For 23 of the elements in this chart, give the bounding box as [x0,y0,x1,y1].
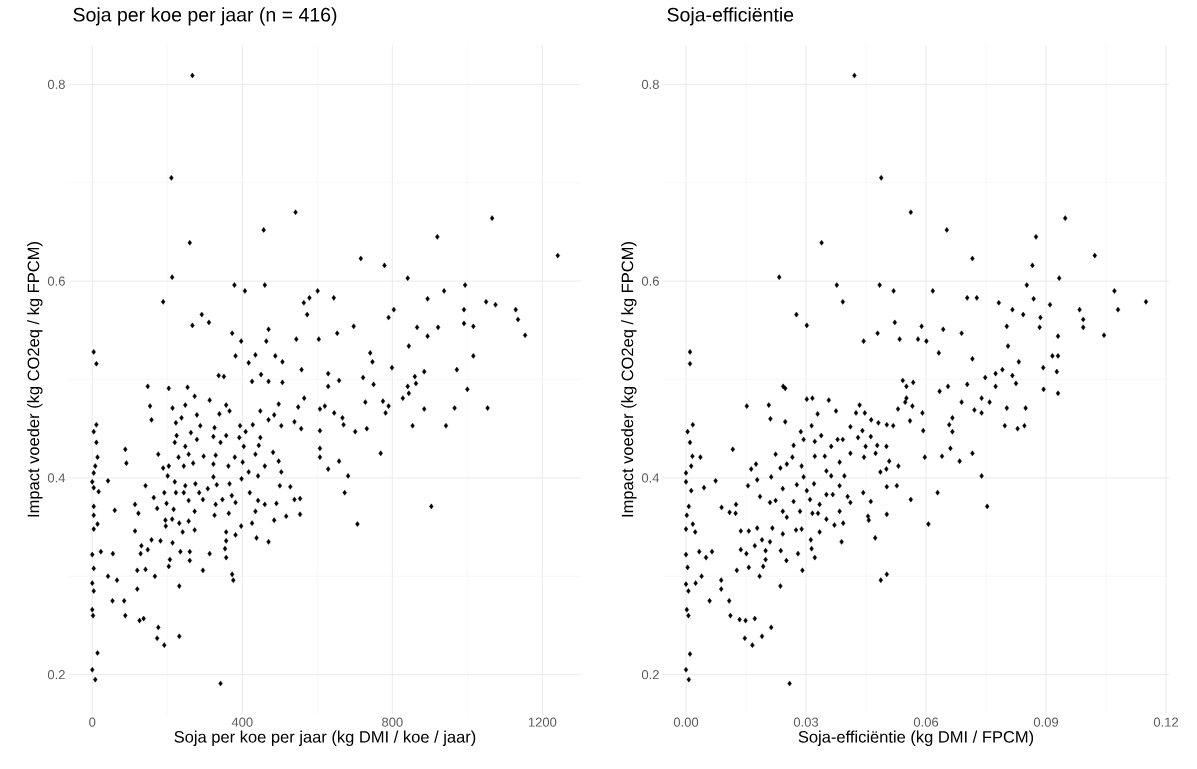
x-tick-label: 0.00 [673,717,699,727]
y-tick-label: 0.8 [641,79,659,89]
x-tick-label: 0.06 [913,717,939,727]
x-tick-label: 0.12 [1153,717,1178,727]
y-tick-label: 0.6 [47,276,65,286]
x-axis-title: Soja per koe per jaar (kg DMI / koe / jaar) [174,730,476,746]
y-tick-label: 0.8 [47,79,65,89]
x-tick-label: 0.09 [1033,717,1059,727]
x-axis-title: Soja-efficiëntie (kg DMI / FPCM) [798,730,1034,746]
x-tick-label: 400 [231,717,253,727]
y-tick-label: 0.4 [47,473,66,483]
x-tick-label: 0 [89,717,96,727]
y-tick-label: 0.2 [641,670,659,680]
y-axis-title: Impact voeder (kg CO2eq / kg FPCM) [621,242,637,517]
y-axis-title: Impact voeder (kg CO2eq / kg FPCM) [27,242,43,517]
x-tick-label: 800 [382,717,403,727]
y-tick-label: 0.2 [47,670,65,680]
chart-title: Soja per koe per jaar (n = 416) [73,7,337,26]
y-tick-label: 0.6 [641,276,659,286]
x-tick-label: 0.03 [793,717,819,727]
chart-title: Soja-efficiëntie [667,7,794,26]
x-tick-label: 1200 [528,717,557,727]
y-tick-label: 0.4 [641,473,660,483]
